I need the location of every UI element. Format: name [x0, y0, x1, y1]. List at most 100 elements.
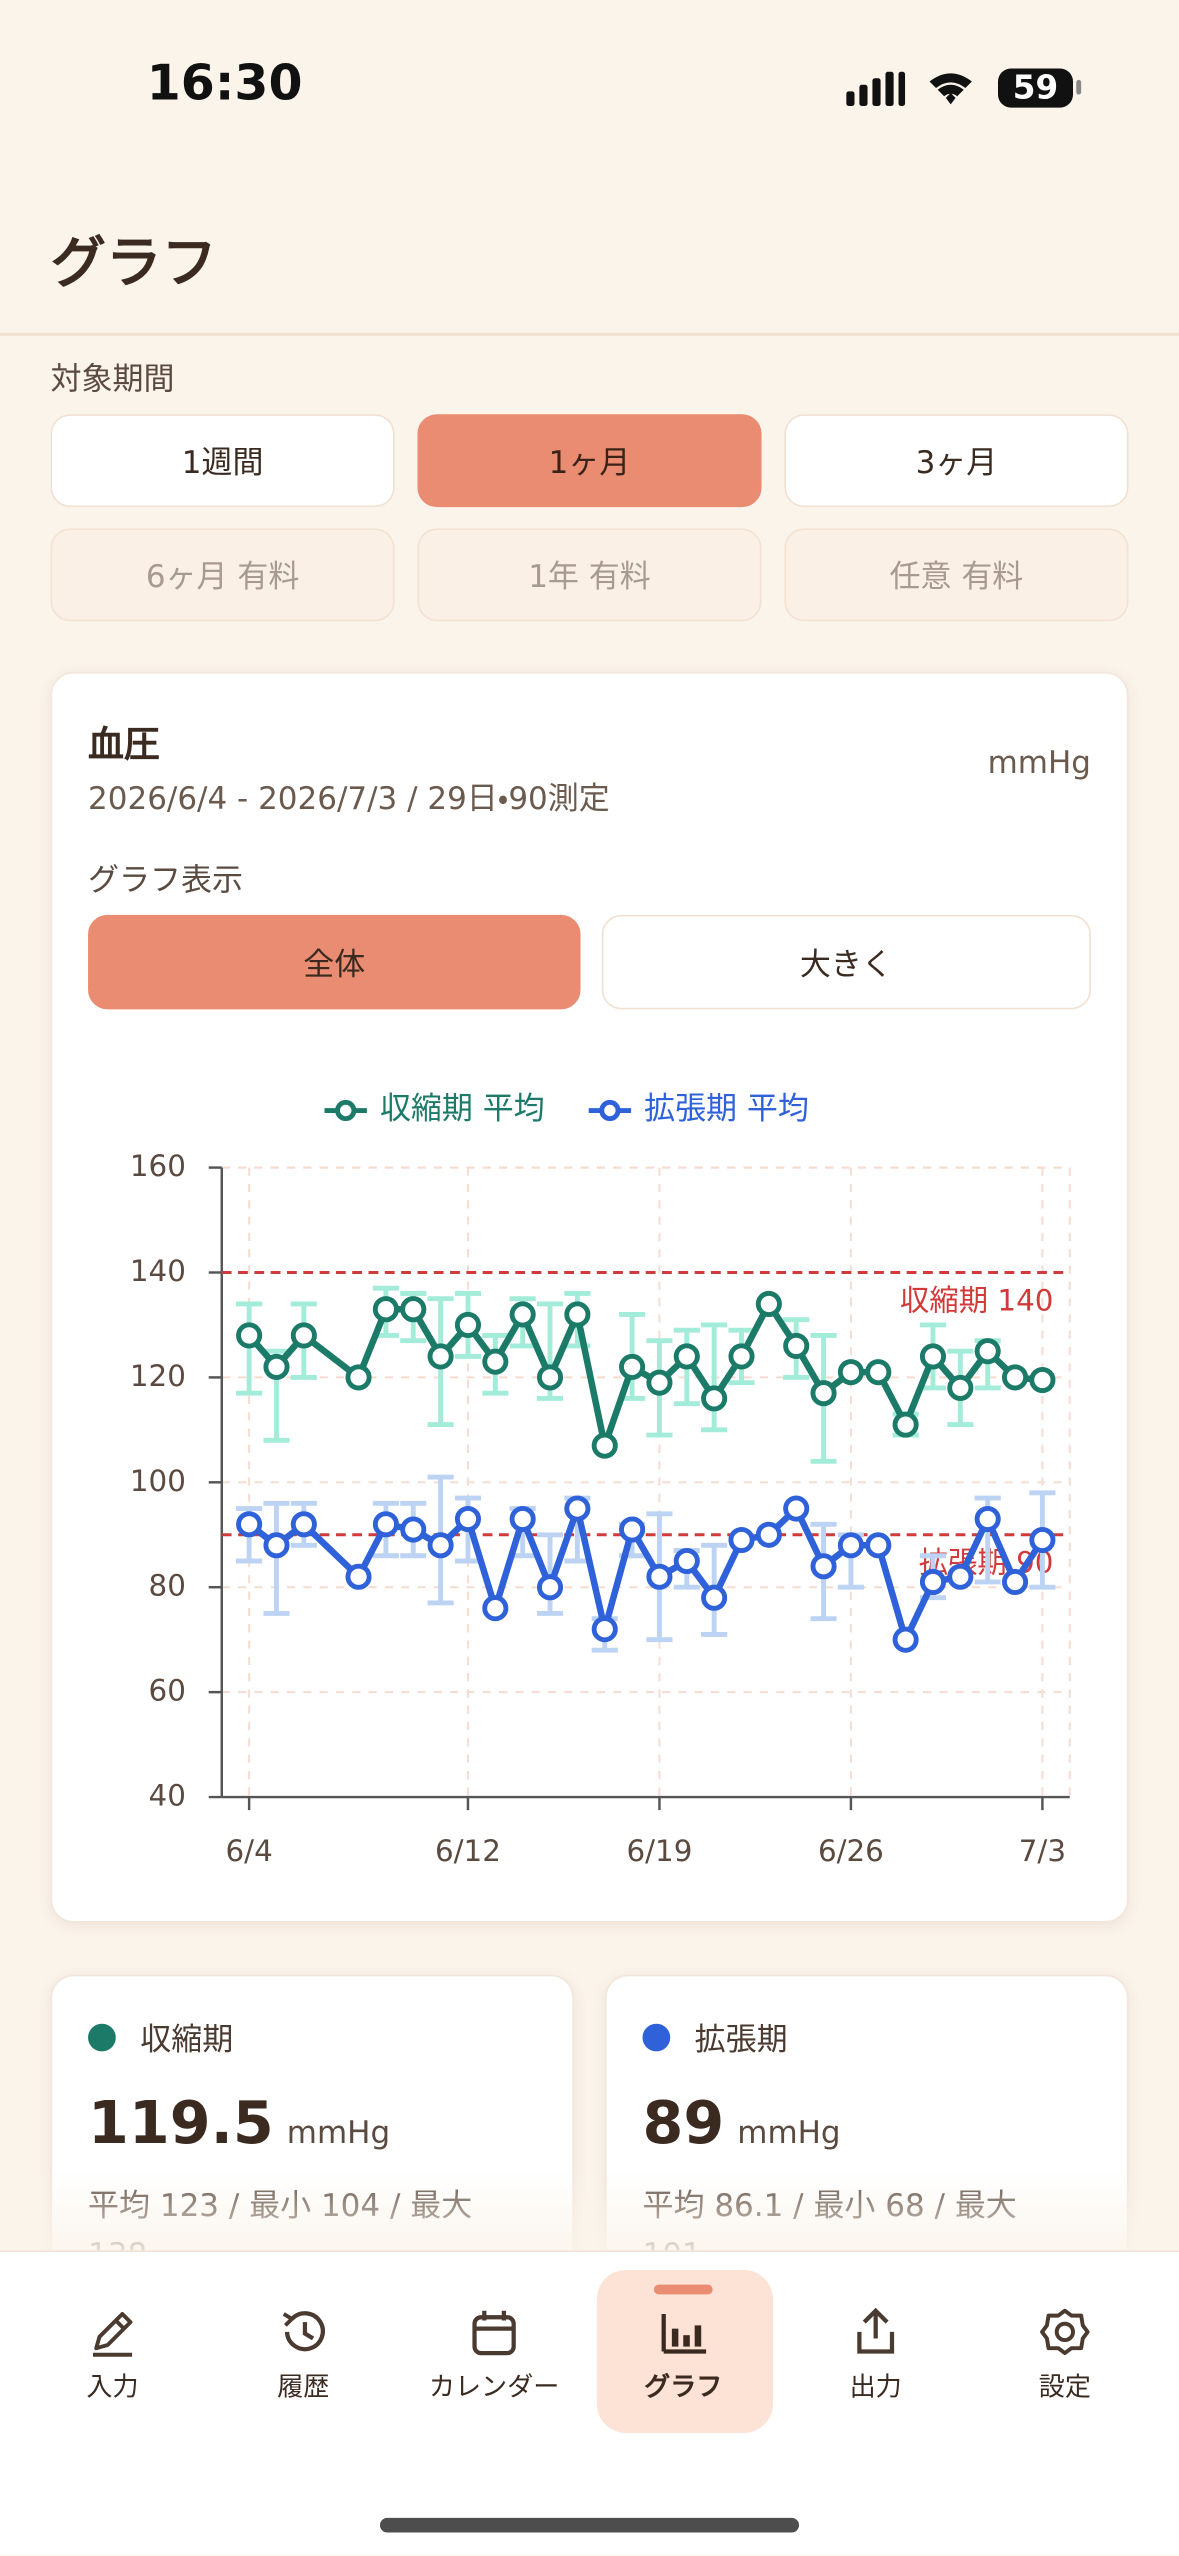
data-point: [673, 1547, 700, 1575]
data-point: [783, 1332, 810, 1359]
range-bar: [536, 1532, 564, 1616]
data-point: [619, 1353, 646, 1380]
period-button[interactable]: 任意 有料: [784, 528, 1129, 622]
tab[interactable]: 出力: [781, 2280, 970, 2427]
y-tick-label: 40: [149, 1779, 186, 1813]
tab-icon: [1040, 2308, 1090, 2356]
stat-name: 収縮期: [140, 2022, 234, 2058]
data-point: [427, 1532, 454, 1559]
stat-dot: [88, 2023, 116, 2052]
data-point: [509, 1301, 536, 1328]
tab-label: 出力: [849, 2371, 902, 2403]
page-title: グラフ: [50, 231, 217, 297]
blood-pressure-card: 血圧 2026/6/4 - 2026/7/3 / 29日・90測定 mmHg グ…: [50, 671, 1129, 1923]
data-point: [591, 1432, 618, 1459]
data-point: [783, 1495, 810, 1522]
y-tick-label: 120: [130, 1359, 186, 1393]
stat-unit: mmHg: [286, 2115, 391, 2151]
data-point: [345, 1364, 372, 1391]
y-tick-label: 60: [149, 1674, 186, 1708]
stat-unit: mmHg: [737, 2115, 841, 2151]
view-label: グラフ表示: [88, 862, 244, 899]
tab-icon: [661, 2313, 707, 2354]
tab-label: 履歴: [277, 2371, 330, 2403]
data-point: [345, 1563, 372, 1590]
data-point: [755, 1521, 782, 1548]
data-point: [919, 1343, 947, 1370]
legend-label: 拡張期 平均: [644, 1091, 809, 1127]
stat-name: 拡張期: [694, 2022, 788, 2058]
data-point: [974, 1505, 1001, 1533]
x-tick-label: 6/4: [226, 1834, 273, 1868]
stat-value: 89: [642, 2090, 725, 2158]
y-tick-label: 140: [130, 1254, 186, 1288]
data-point: [427, 1343, 454, 1370]
data-point: [701, 1385, 728, 1412]
period-label: 対象期間: [50, 362, 175, 398]
tab[interactable]: グラフ: [589, 2280, 778, 2427]
tab-icon: [857, 2307, 895, 2354]
data-point: [892, 1626, 919, 1653]
period-button[interactable]: 1ヶ月: [417, 414, 762, 508]
tab[interactable]: カレンダー: [400, 2280, 589, 2427]
data-point: [837, 1532, 864, 1559]
data-point: [865, 1532, 892, 1559]
threshold-label: 収縮期 140: [900, 1283, 1053, 1317]
data-point: [236, 1322, 263, 1349]
range-bar: [263, 1500, 290, 1616]
data-point: [1029, 1526, 1056, 1554]
tab-label: グラフ: [644, 2371, 723, 2403]
y-tick-label: 160: [130, 1149, 186, 1183]
tab-active-indicator: [653, 2284, 713, 2295]
data-point: [400, 1296, 427, 1323]
y-tick-label: 80: [149, 1569, 186, 1603]
stat-value-row: 89 mmHg: [642, 2091, 840, 2158]
data-point: [947, 1374, 974, 1401]
data-point: [810, 1553, 837, 1580]
battery-level: 59: [1013, 69, 1058, 107]
view-button[interactable]: 大きく: [601, 914, 1091, 1010]
data-point: [290, 1322, 317, 1349]
y-tick-label: 100: [130, 1464, 186, 1498]
data-point: [400, 1516, 427, 1543]
period-button[interactable]: 3ヶ月: [784, 414, 1129, 508]
tab[interactable]: 設定: [970, 2280, 1159, 2427]
period-button[interactable]: 1年 有料: [417, 528, 762, 622]
tab-label: カレンダー: [428, 2371, 560, 2403]
tab-icon: [472, 2310, 516, 2356]
tab[interactable]: 履歴: [209, 2280, 398, 2427]
chart: 40 60 80 100 120 140 160 6/4 6/12 6/19 6/26 7/3 収縮期 …: [130, 1091, 1071, 1868]
data-point: [1001, 1568, 1029, 1596]
data-point: [482, 1595, 509, 1622]
data-point: [810, 1380, 837, 1407]
card-range: 2026/6/4 - 2026/7/3 / 29日・90測定: [88, 781, 610, 817]
range-bar: [236, 1301, 263, 1396]
data-point: [509, 1505, 536, 1533]
data-point: [591, 1616, 618, 1643]
data-point: [372, 1296, 399, 1323]
tab[interactable]: 入力: [18, 2280, 207, 2427]
stat-value-row: 119.5 mmHg: [88, 2091, 390, 2158]
legend-marker: [335, 1099, 357, 1122]
card-title: 血圧: [88, 725, 160, 767]
data-point: [974, 1338, 1001, 1365]
data-point: [454, 1311, 482, 1338]
data-point: [536, 1574, 564, 1601]
period-button[interactable]: 1週間: [50, 414, 395, 508]
card-unit: mmHg: [987, 745, 1091, 782]
tab-icon: [282, 2311, 325, 2352]
data-point: [837, 1359, 864, 1386]
data-point: [701, 1584, 728, 1611]
view-button[interactable]: 全体: [88, 914, 581, 1010]
data-point: [236, 1511, 263, 1538]
tab-label: 設定: [1038, 2371, 1091, 2403]
tab-bar: [0, 2250, 1179, 2556]
fade: [0, 2168, 1179, 2254]
data-point: [536, 1364, 564, 1391]
status-icons: 59: [846, 68, 1082, 108]
data-point: [892, 1411, 919, 1438]
period-button[interactable]: 6ヶ月 有料: [50, 528, 395, 622]
data-point: [1029, 1366, 1056, 1394]
data-point: [619, 1516, 646, 1543]
